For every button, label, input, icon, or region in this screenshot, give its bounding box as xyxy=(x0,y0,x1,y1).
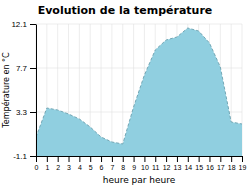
x-tick: 5 xyxy=(89,156,93,171)
y-tick: -1.1 xyxy=(13,152,36,161)
x-tick-label: 18 xyxy=(228,164,236,171)
y-tick-mark xyxy=(30,24,36,25)
x-tick-label: 12 xyxy=(163,164,171,171)
x-tick-label: 8 xyxy=(121,164,125,171)
x-tick: 3 xyxy=(67,156,71,171)
x-tick-mark xyxy=(69,156,70,162)
x-tick-label: 2 xyxy=(56,164,60,171)
x-tick-mark xyxy=(155,156,156,162)
x-axis-line xyxy=(37,156,243,157)
x-tick-label: 10 xyxy=(141,164,149,171)
x-tick: 7 xyxy=(110,156,114,171)
x-tick: 4 xyxy=(78,156,82,171)
x-tick-label: 15 xyxy=(195,164,203,171)
x-tick-label: 5 xyxy=(89,164,93,171)
x-tick-mark xyxy=(144,156,145,162)
x-tick-label: 19 xyxy=(239,164,247,171)
x-tick-mark xyxy=(123,156,124,162)
y-tick-label: 12.1 xyxy=(11,20,27,29)
y-tick: 7.7 xyxy=(16,64,36,73)
y-axis-line xyxy=(36,25,37,157)
x-tick-mark xyxy=(58,156,59,162)
x-tick-mark xyxy=(231,156,232,162)
x-tick-mark xyxy=(209,156,210,162)
x-tick-mark xyxy=(90,156,91,162)
y-tick-mark xyxy=(30,112,36,113)
area xyxy=(36,28,242,156)
y-tick-mark xyxy=(30,68,36,69)
x-tick-mark xyxy=(47,156,48,162)
y-axis-title: Température en °C xyxy=(1,52,11,129)
y-tick-label: -1.1 xyxy=(13,152,27,161)
x-tick-label: 6 xyxy=(100,164,104,171)
x-tick: 6 xyxy=(100,156,104,171)
y-tick: 3.3 xyxy=(16,108,36,117)
x-tick-label: 13 xyxy=(174,164,182,171)
x-tick: 15 xyxy=(195,156,203,171)
grid-line-x xyxy=(36,24,37,156)
x-tick-mark xyxy=(101,156,102,162)
x-tick: 14 xyxy=(184,156,192,171)
x-tick: 19 xyxy=(239,156,247,171)
y-tick: 12.1 xyxy=(11,20,36,29)
x-tick: 0 xyxy=(35,156,39,171)
x-tick-label: 9 xyxy=(132,164,136,171)
y-axis: -1.1 3.3 7.7 12.1 xyxy=(11,20,36,161)
x-tick: 11 xyxy=(152,156,159,171)
x-tick: 12 xyxy=(163,156,171,171)
y-tick-label: 7.7 xyxy=(16,64,28,73)
x-tick-mark xyxy=(36,156,37,162)
x-tick-label: 7 xyxy=(110,164,114,171)
x-tick-label: 1 xyxy=(45,164,49,171)
x-tick: 10 xyxy=(141,156,149,171)
x-tick-mark xyxy=(112,156,113,162)
x-tick: 9 xyxy=(132,156,136,171)
y-tick-mark xyxy=(30,156,36,157)
x-tick-mark xyxy=(242,156,243,162)
plot-area: 012345678910111213141516171819-1.13.37.7… xyxy=(11,20,246,171)
grid-line-x xyxy=(122,24,123,156)
x-tick-label: 17 xyxy=(217,164,225,171)
x-tick: 16 xyxy=(206,156,214,171)
grid-line-y xyxy=(36,24,242,25)
x-tick: 1 xyxy=(45,156,49,171)
x-axis: 012345678910111213141516171819 xyxy=(35,156,247,171)
x-tick: 2 xyxy=(56,156,60,171)
marks xyxy=(36,28,242,156)
y-tick-label: 3.3 xyxy=(16,108,28,117)
x-tick-label: 3 xyxy=(67,164,71,171)
chart-svg: 012345678910111213141516171819-1.13.37.7… xyxy=(0,0,250,188)
x-tick-mark xyxy=(134,156,135,162)
x-tick-mark xyxy=(188,156,189,162)
grid xyxy=(36,24,242,156)
x-axis-title: heure par heure xyxy=(103,175,176,185)
x-tick-mark xyxy=(177,156,178,162)
x-tick-label: 11 xyxy=(152,164,159,171)
x-tick-mark xyxy=(220,156,221,162)
x-tick: 17 xyxy=(217,156,225,171)
x-tick: 13 xyxy=(174,156,182,171)
x-tick-label: 16 xyxy=(206,164,214,171)
x-tick-label: 4 xyxy=(78,164,82,171)
x-tick-mark xyxy=(199,156,200,162)
x-tick: 18 xyxy=(228,156,236,171)
x-tick-mark xyxy=(79,156,80,162)
line xyxy=(36,28,242,144)
x-tick-label: 14 xyxy=(184,164,192,171)
chart-container: 012345678910111213141516171819-1.13.37.7… xyxy=(0,0,250,188)
title: Evolution de la température xyxy=(38,4,213,17)
grid-line-x xyxy=(111,24,112,156)
x-tick-mark xyxy=(166,156,167,162)
x-tick: 8 xyxy=(121,156,125,171)
x-tick-label: 0 xyxy=(35,164,39,171)
